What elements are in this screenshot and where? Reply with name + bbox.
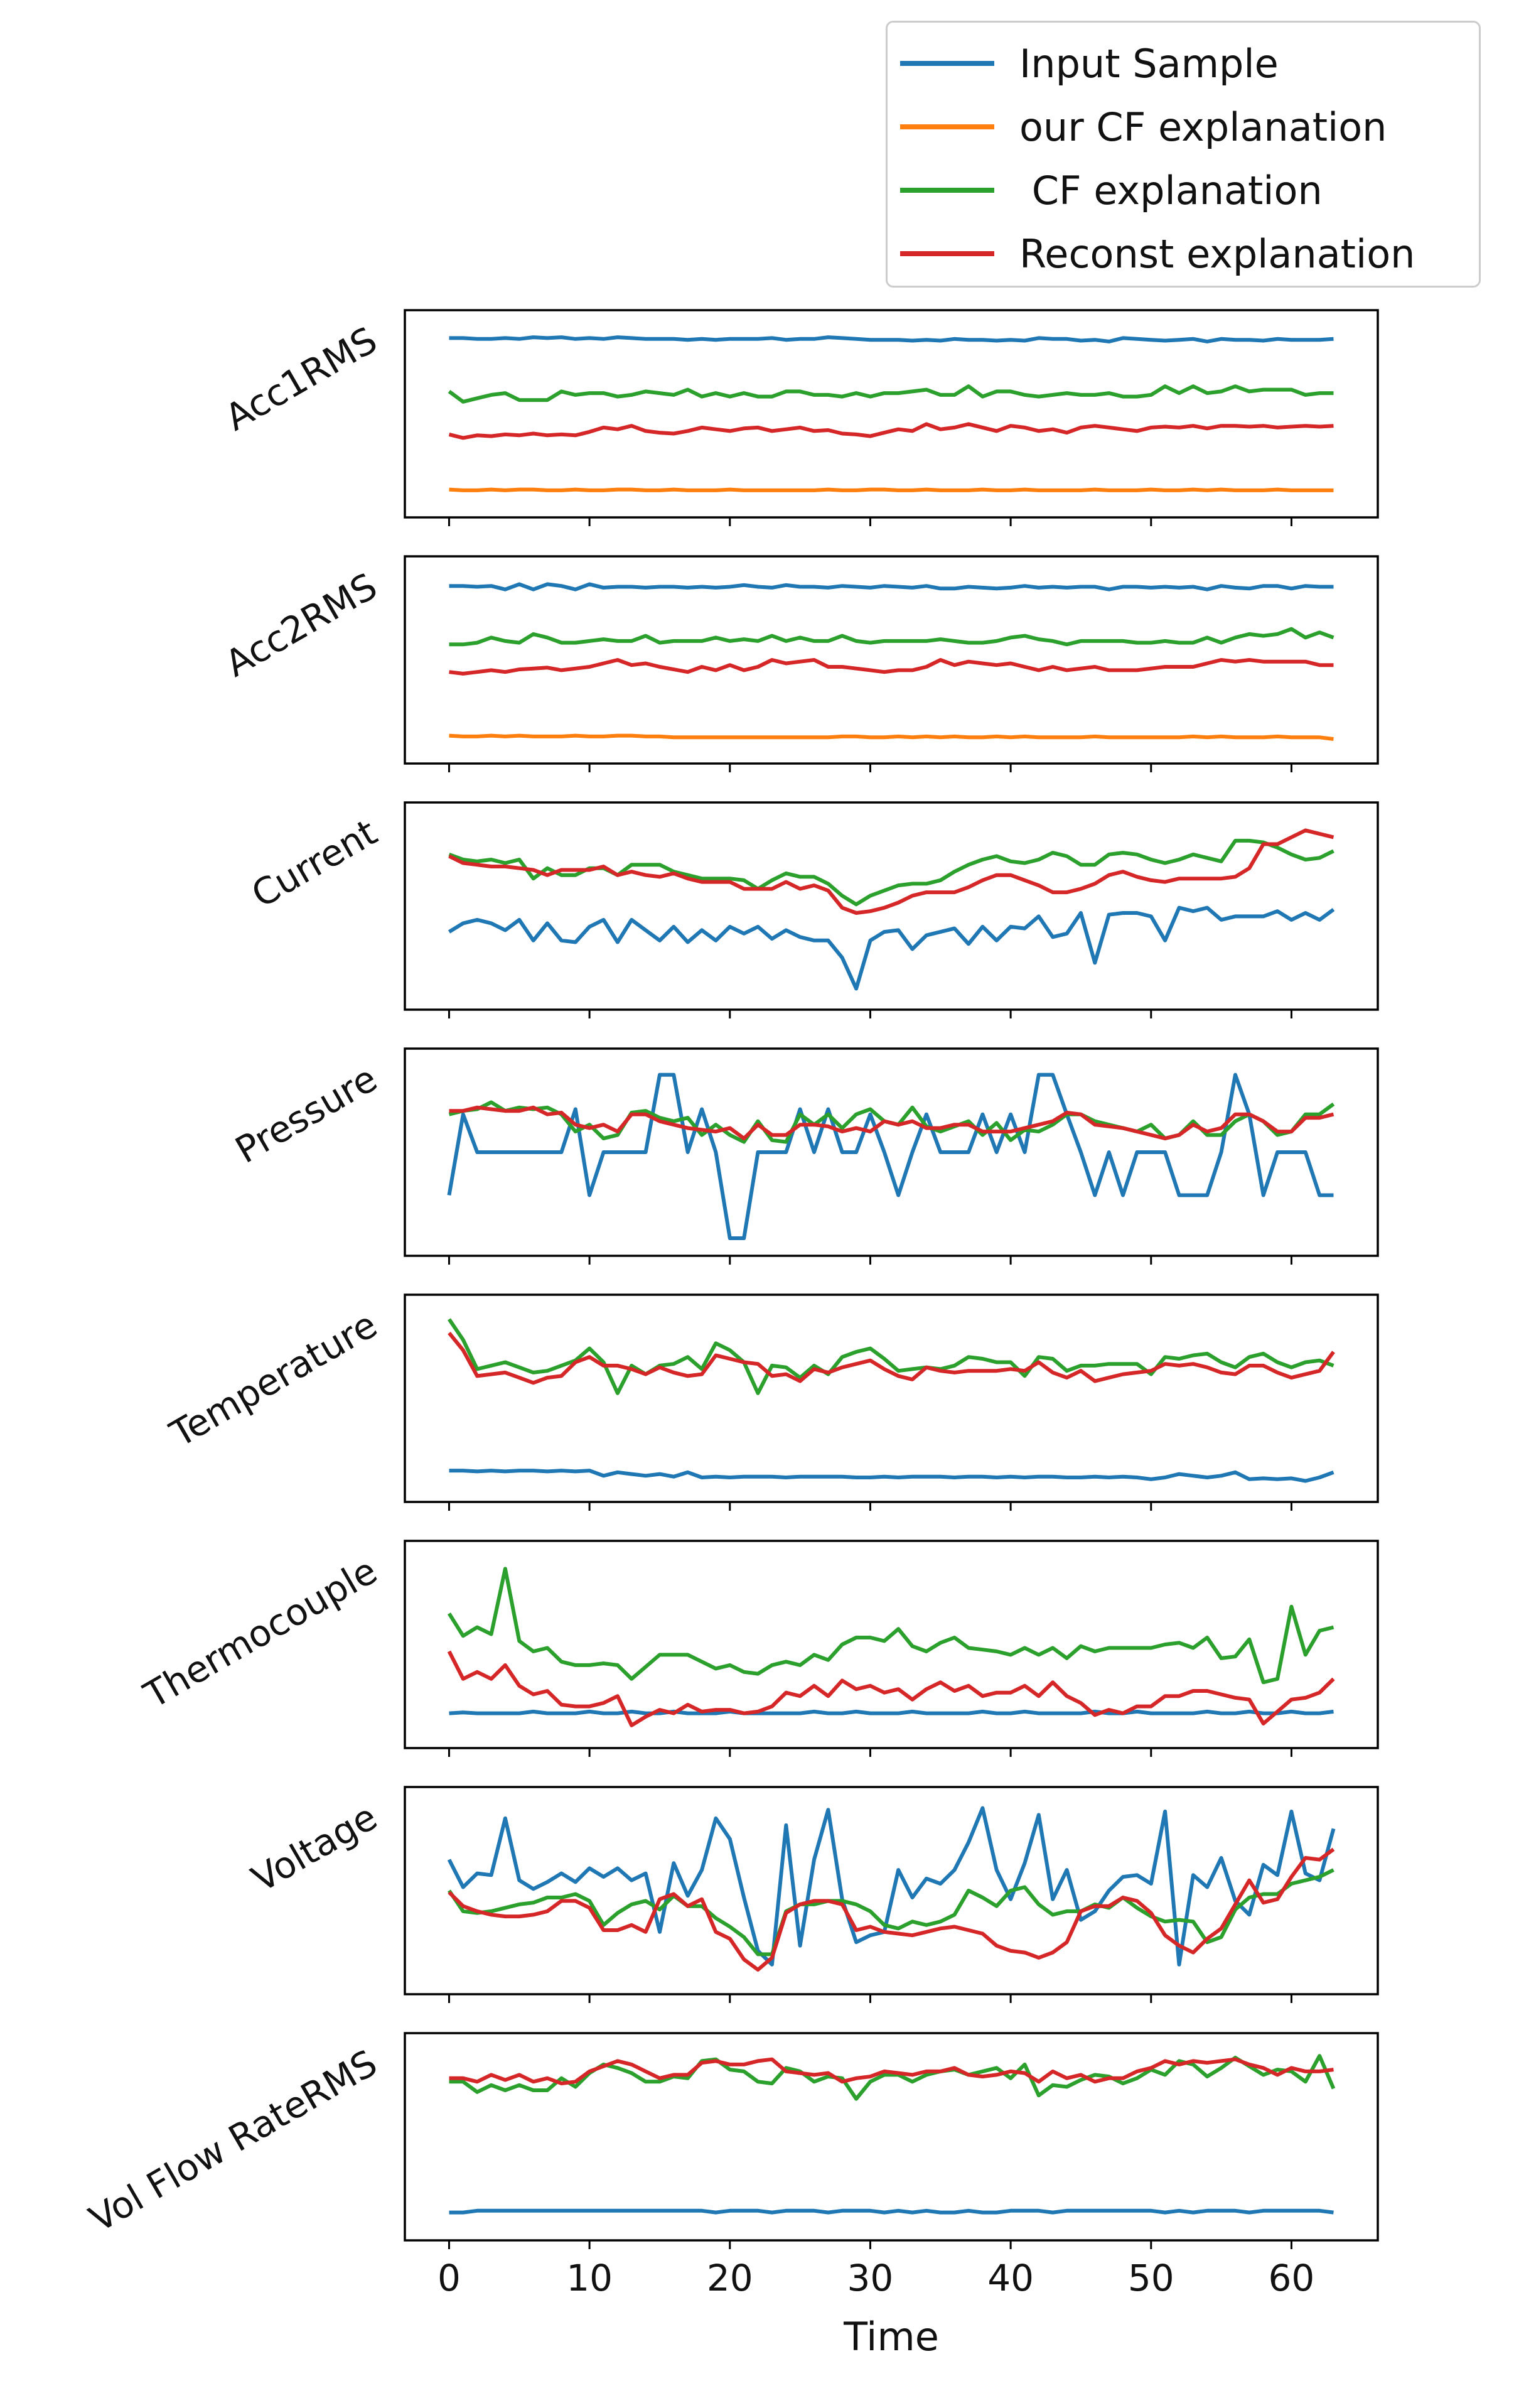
legend-swatch-our-cf-explanation [900, 124, 994, 129]
series-line-reconst-explanation-vol-flow-raterms [449, 2057, 1334, 2086]
axes-frame-thermocouple [404, 1540, 1379, 1749]
series-line-reconst-explanation-temperature [448, 1332, 1335, 1385]
legend-item-reconst-explanation: Reconst explanation [900, 222, 1415, 285]
legend-swatch-input-sample [900, 61, 994, 66]
series-line-input-sample-current [448, 905, 1335, 991]
legend-swatch-reconst-explanation [900, 251, 994, 256]
series-line-input-sample-pressure [447, 1072, 1334, 1240]
series-line-cf-explanation-thermocouple [447, 1567, 1334, 1685]
x-tick-label-40: 40 [987, 2257, 1034, 2299]
legend-label-cf-explanation: CF explanation [1019, 167, 1323, 213]
panel-label-vol-flow-raterms: Vol Flow RateRMS [82, 2041, 384, 2240]
axes-frame-pressure [404, 1047, 1379, 1257]
series-line-reconst-explanation-acc2rms [449, 658, 1334, 676]
legend-label-reconst-explanation: Reconst explanation [1019, 230, 1415, 277]
panel-label-voltage: Voltage [245, 1795, 384, 1901]
x-tick-label-30: 30 [847, 2257, 894, 2299]
series-line-cf-explanation-current [448, 838, 1334, 907]
legend-swatch-cf-explanation [900, 188, 994, 193]
legend-label-input-sample: Input Sample [1019, 40, 1279, 87]
series-line-reconst-explanation-thermocouple [447, 1650, 1335, 1727]
x-tick-label-50: 50 [1128, 2257, 1174, 2299]
panel-label-acc2rms: Acc2RMS [218, 564, 384, 685]
x-tick-label-60: 60 [1269, 2257, 1315, 2299]
axes-frame-current [404, 801, 1379, 1011]
series-line-cf-explanation-temperature [448, 1318, 1334, 1395]
panel-label-pressure: Pressure [228, 1057, 384, 1172]
series-line-cf-explanation-voltage [448, 1868, 1334, 1957]
x-tick-label-0: 0 [438, 2257, 461, 2299]
axes-frame-acc2rms [404, 555, 1379, 765]
series-line-reconst-explanation-current [448, 828, 1334, 915]
legend-label-our-cf-explanation: our CF explanation [1019, 104, 1387, 150]
series-line-input-sample-voltage [447, 1806, 1336, 1967]
series-line-input-sample-vol-flow-raterms [449, 2208, 1334, 2215]
x-tick-label-10: 10 [566, 2257, 613, 2299]
panel-label-temperature: Temperature [163, 1303, 384, 1455]
legend-item-our-cf-explanation: our CF explanation [900, 95, 1387, 158]
legend: Input Sample our CF explanation CF expla… [886, 21, 1481, 288]
series-line-our-cf-explanation-acc2rms [449, 733, 1334, 741]
panel-label-acc1rms: Acc1RMS [218, 318, 384, 439]
axes-frame-acc1rms [404, 309, 1379, 519]
series-line-input-sample-thermocouple [449, 1709, 1334, 1715]
series-line-input-sample-acc2rms [449, 582, 1334, 591]
axes-frame-temperature [404, 1293, 1379, 1503]
panel-label-thermocouple: Thermocouple [136, 1549, 384, 1717]
series-line-input-sample-acc1rms [449, 335, 1334, 343]
legend-item-input-sample: Input Sample [900, 32, 1279, 95]
axes-frame-voltage [404, 1786, 1379, 1995]
legend-item-cf-explanation: CF explanation [900, 159, 1323, 222]
axes-frame-vol-flow-raterms [404, 2032, 1379, 2242]
series-line-reconst-explanation-pressure [449, 1105, 1334, 1141]
series-line-reconst-explanation-voltage [448, 1847, 1335, 1972]
series-line-input-sample-temperature [449, 1469, 1334, 1483]
panel-label-current: Current [244, 811, 384, 916]
series-line-cf-explanation-acc2rms [449, 627, 1334, 647]
series-line-reconst-explanation-acc1rms [448, 422, 1334, 440]
x-axis-label: Time [843, 2314, 939, 2360]
series-line-cf-explanation-acc1rms [448, 384, 1334, 404]
x-tick-label-20: 20 [707, 2257, 753, 2299]
